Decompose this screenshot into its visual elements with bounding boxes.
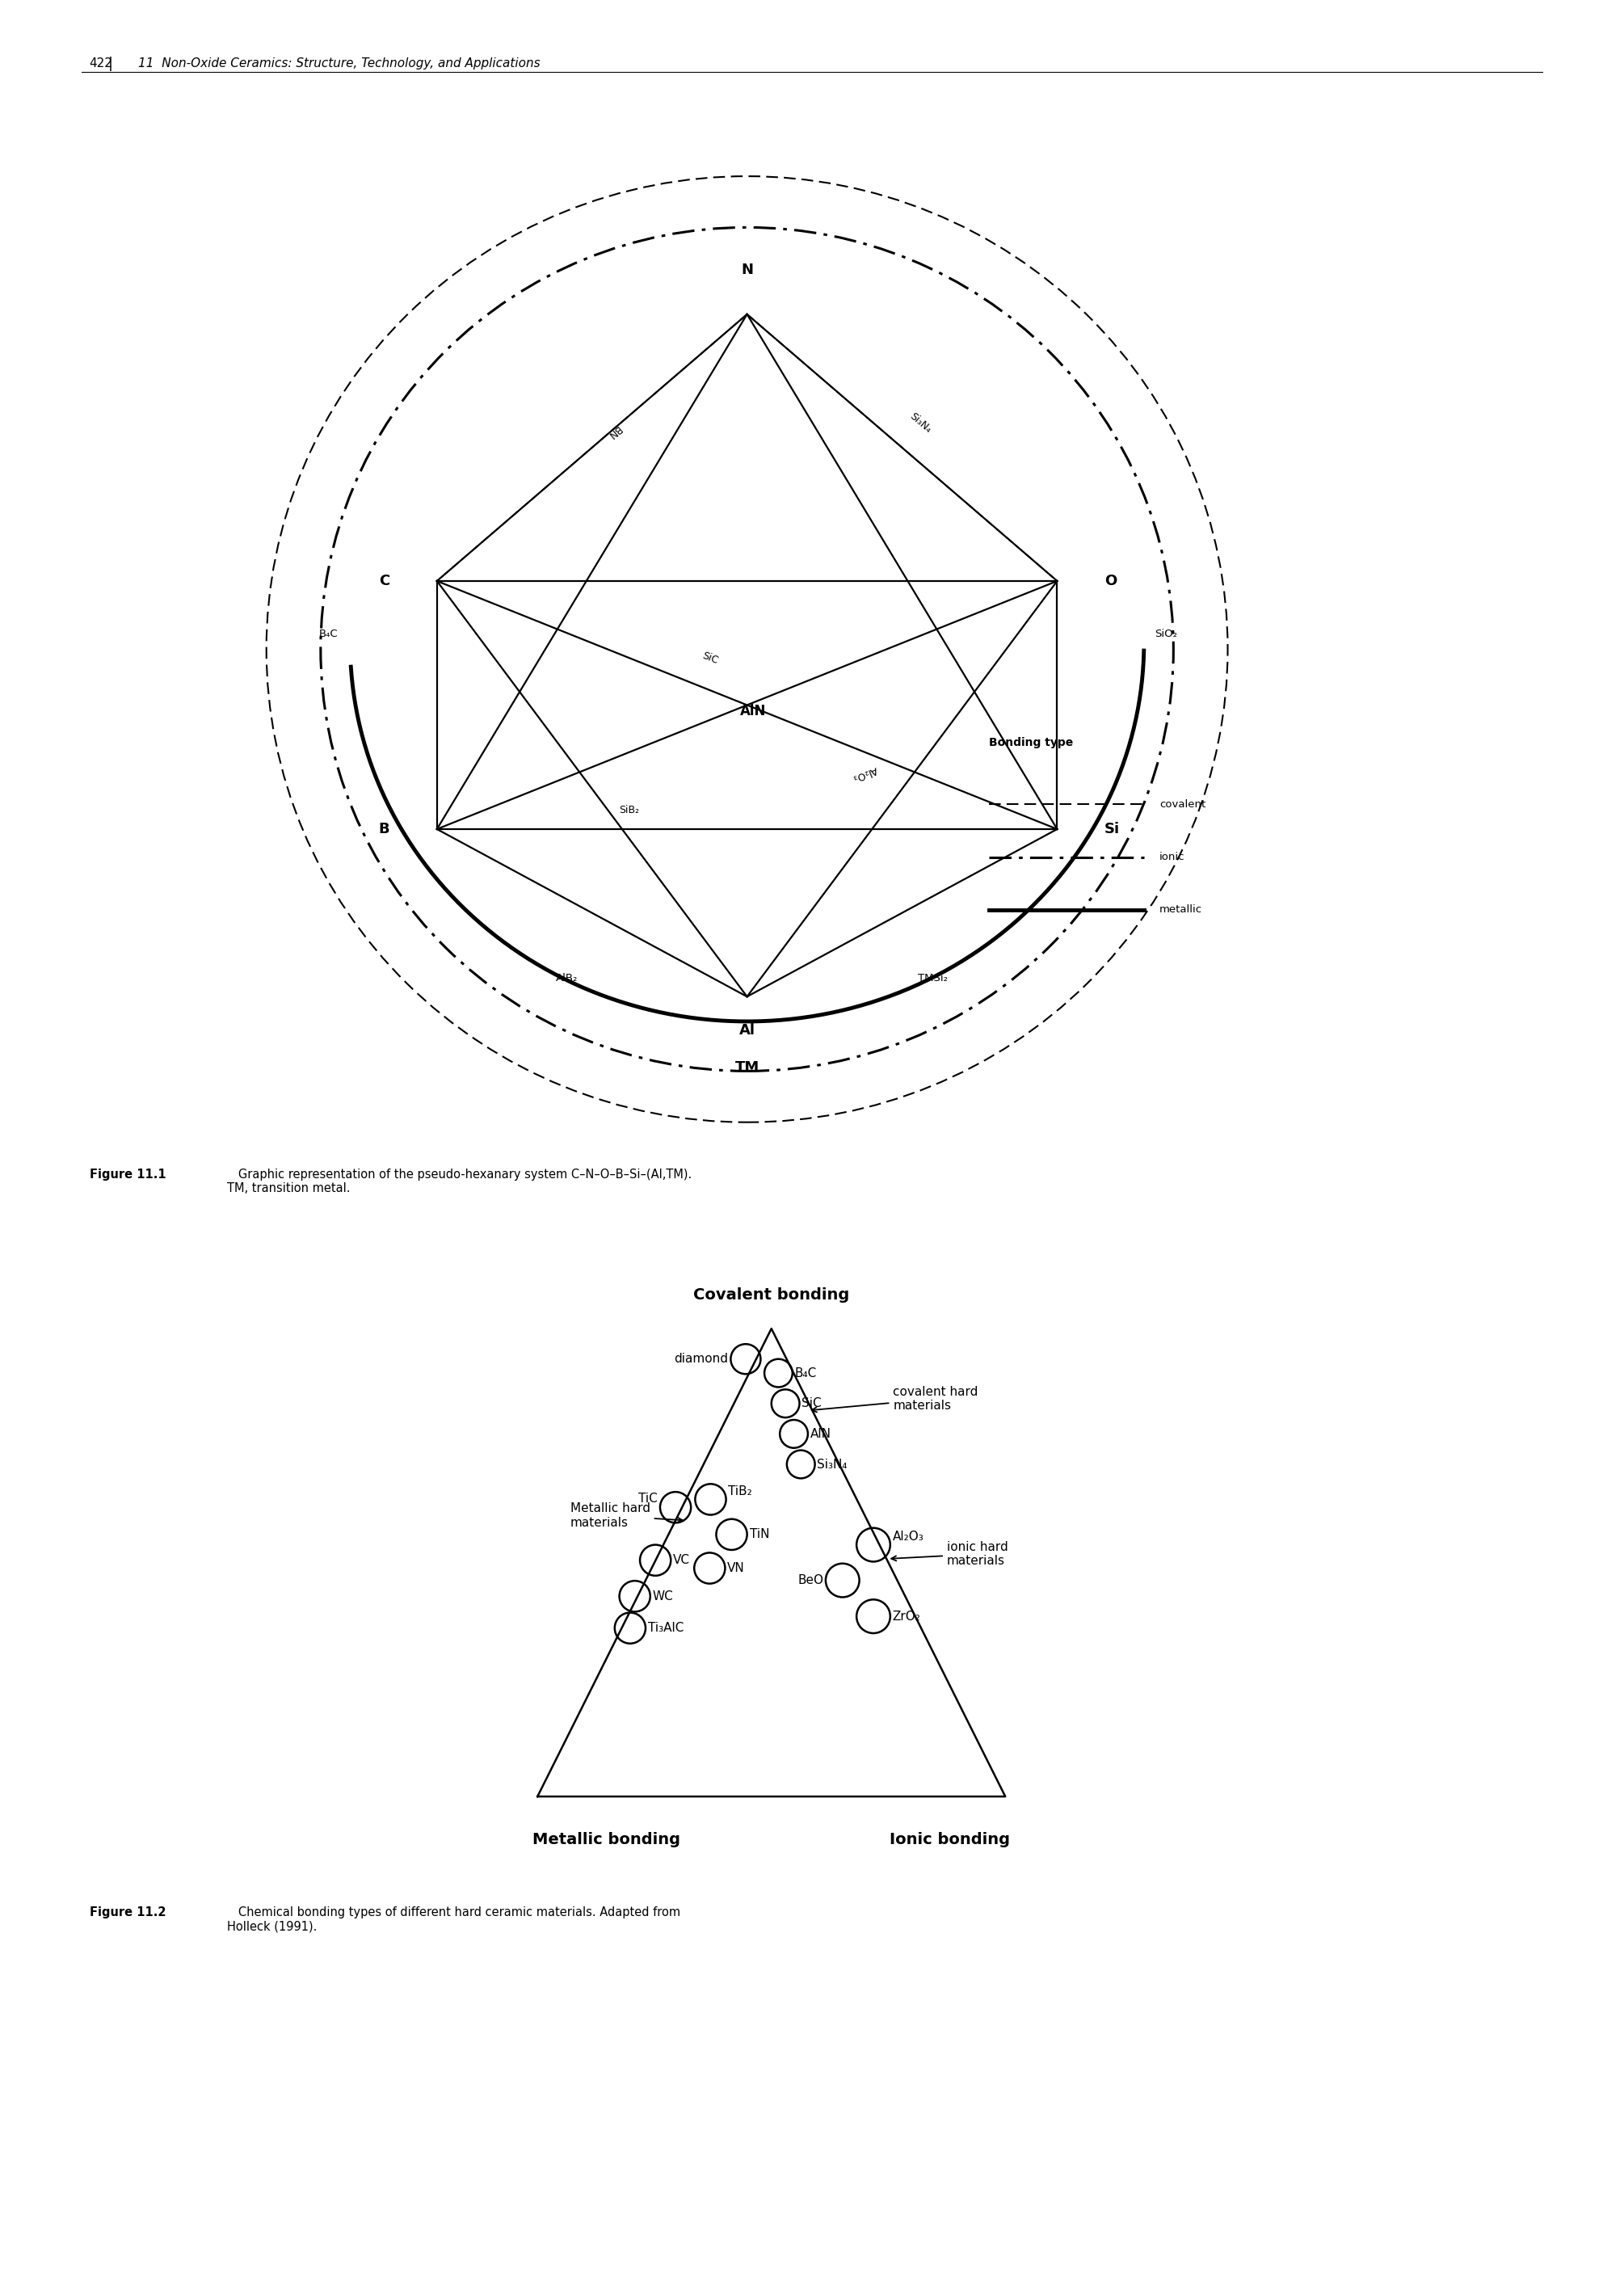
Text: 422: 422 bbox=[89, 57, 112, 69]
Text: TiB₂: TiB₂ bbox=[728, 1485, 752, 1496]
Circle shape bbox=[788, 1450, 815, 1478]
Text: VC: VC bbox=[674, 1553, 690, 1567]
Circle shape bbox=[615, 1613, 646, 1643]
Text: metallic: metallic bbox=[1160, 905, 1202, 914]
Text: SiB₂: SiB₂ bbox=[619, 804, 640, 816]
Text: BeO: BeO bbox=[797, 1574, 823, 1585]
Circle shape bbox=[731, 1345, 760, 1375]
Text: 11  Non-Oxide Ceramics: Structure, Technology, and Applications: 11 Non-Oxide Ceramics: Structure, Techno… bbox=[138, 57, 541, 69]
Text: Al: Al bbox=[739, 1024, 755, 1038]
Text: BN: BN bbox=[604, 424, 622, 440]
Text: B₄C: B₄C bbox=[794, 1368, 817, 1379]
Circle shape bbox=[856, 1528, 890, 1562]
Text: Al₂O₃: Al₂O₃ bbox=[851, 763, 879, 784]
Circle shape bbox=[659, 1491, 690, 1524]
Text: SiC: SiC bbox=[802, 1398, 822, 1409]
Text: WC: WC bbox=[653, 1590, 674, 1601]
Text: O: O bbox=[1104, 573, 1117, 589]
Text: AlB₂: AlB₂ bbox=[555, 974, 578, 983]
Text: ionic hard
materials: ionic hard materials bbox=[892, 1542, 1009, 1567]
Text: Ionic bonding: Ionic bonding bbox=[890, 1831, 1010, 1847]
Text: Bonding type: Bonding type bbox=[989, 738, 1073, 749]
Text: Covalent bonding: Covalent bonding bbox=[693, 1288, 849, 1304]
Text: N: N bbox=[741, 263, 754, 277]
Text: Metallic bonding: Metallic bonding bbox=[533, 1831, 680, 1847]
Text: TiN: TiN bbox=[749, 1528, 770, 1540]
Text: AlN: AlN bbox=[741, 703, 767, 719]
Text: Si₃N₄: Si₃N₄ bbox=[908, 410, 934, 435]
Text: TiC: TiC bbox=[638, 1494, 658, 1505]
Text: Graphic representation of the pseudo-hexanary system C–N–O–B–Si–(Al,TM).
TM, tra: Graphic representation of the pseudo-hex… bbox=[227, 1168, 692, 1194]
Text: Si: Si bbox=[1104, 822, 1121, 836]
Circle shape bbox=[780, 1420, 807, 1448]
Text: C: C bbox=[378, 573, 390, 589]
Circle shape bbox=[856, 1599, 890, 1633]
Text: ionic: ionic bbox=[1160, 852, 1186, 861]
Text: TMSi₂: TMSi₂ bbox=[918, 974, 948, 983]
Circle shape bbox=[695, 1485, 726, 1514]
Circle shape bbox=[765, 1359, 793, 1386]
Circle shape bbox=[825, 1562, 859, 1597]
Text: Al₂O₃: Al₂O₃ bbox=[893, 1530, 924, 1542]
Text: SiC: SiC bbox=[700, 651, 719, 667]
Text: ZrO₂: ZrO₂ bbox=[893, 1611, 921, 1622]
Text: covalent: covalent bbox=[1160, 800, 1205, 809]
Text: diamond: diamond bbox=[674, 1354, 728, 1365]
Text: Figure 11.1: Figure 11.1 bbox=[89, 1168, 166, 1180]
Circle shape bbox=[619, 1581, 650, 1611]
Text: AlN: AlN bbox=[810, 1427, 831, 1441]
Circle shape bbox=[640, 1544, 671, 1576]
Text: Figure 11.2: Figure 11.2 bbox=[89, 1906, 166, 1918]
Text: |: | bbox=[109, 57, 112, 71]
Text: covalent hard
materials: covalent hard materials bbox=[812, 1386, 978, 1411]
Text: Metallic hard
materials: Metallic hard materials bbox=[570, 1503, 682, 1528]
Text: Chemical bonding types of different hard ceramic materials. Adapted from
Holleck: Chemical bonding types of different hard… bbox=[227, 1906, 680, 1931]
Circle shape bbox=[693, 1553, 724, 1583]
Text: Ti₃AlC: Ti₃AlC bbox=[648, 1622, 684, 1633]
Text: VN: VN bbox=[728, 1562, 745, 1574]
Circle shape bbox=[716, 1519, 747, 1551]
Text: B₄C: B₄C bbox=[318, 628, 338, 639]
Text: TM: TM bbox=[734, 1061, 760, 1074]
Text: B: B bbox=[378, 822, 390, 836]
Text: Si₃N₄: Si₃N₄ bbox=[817, 1459, 848, 1471]
Circle shape bbox=[771, 1388, 799, 1418]
Text: SiO₂: SiO₂ bbox=[1155, 628, 1177, 639]
